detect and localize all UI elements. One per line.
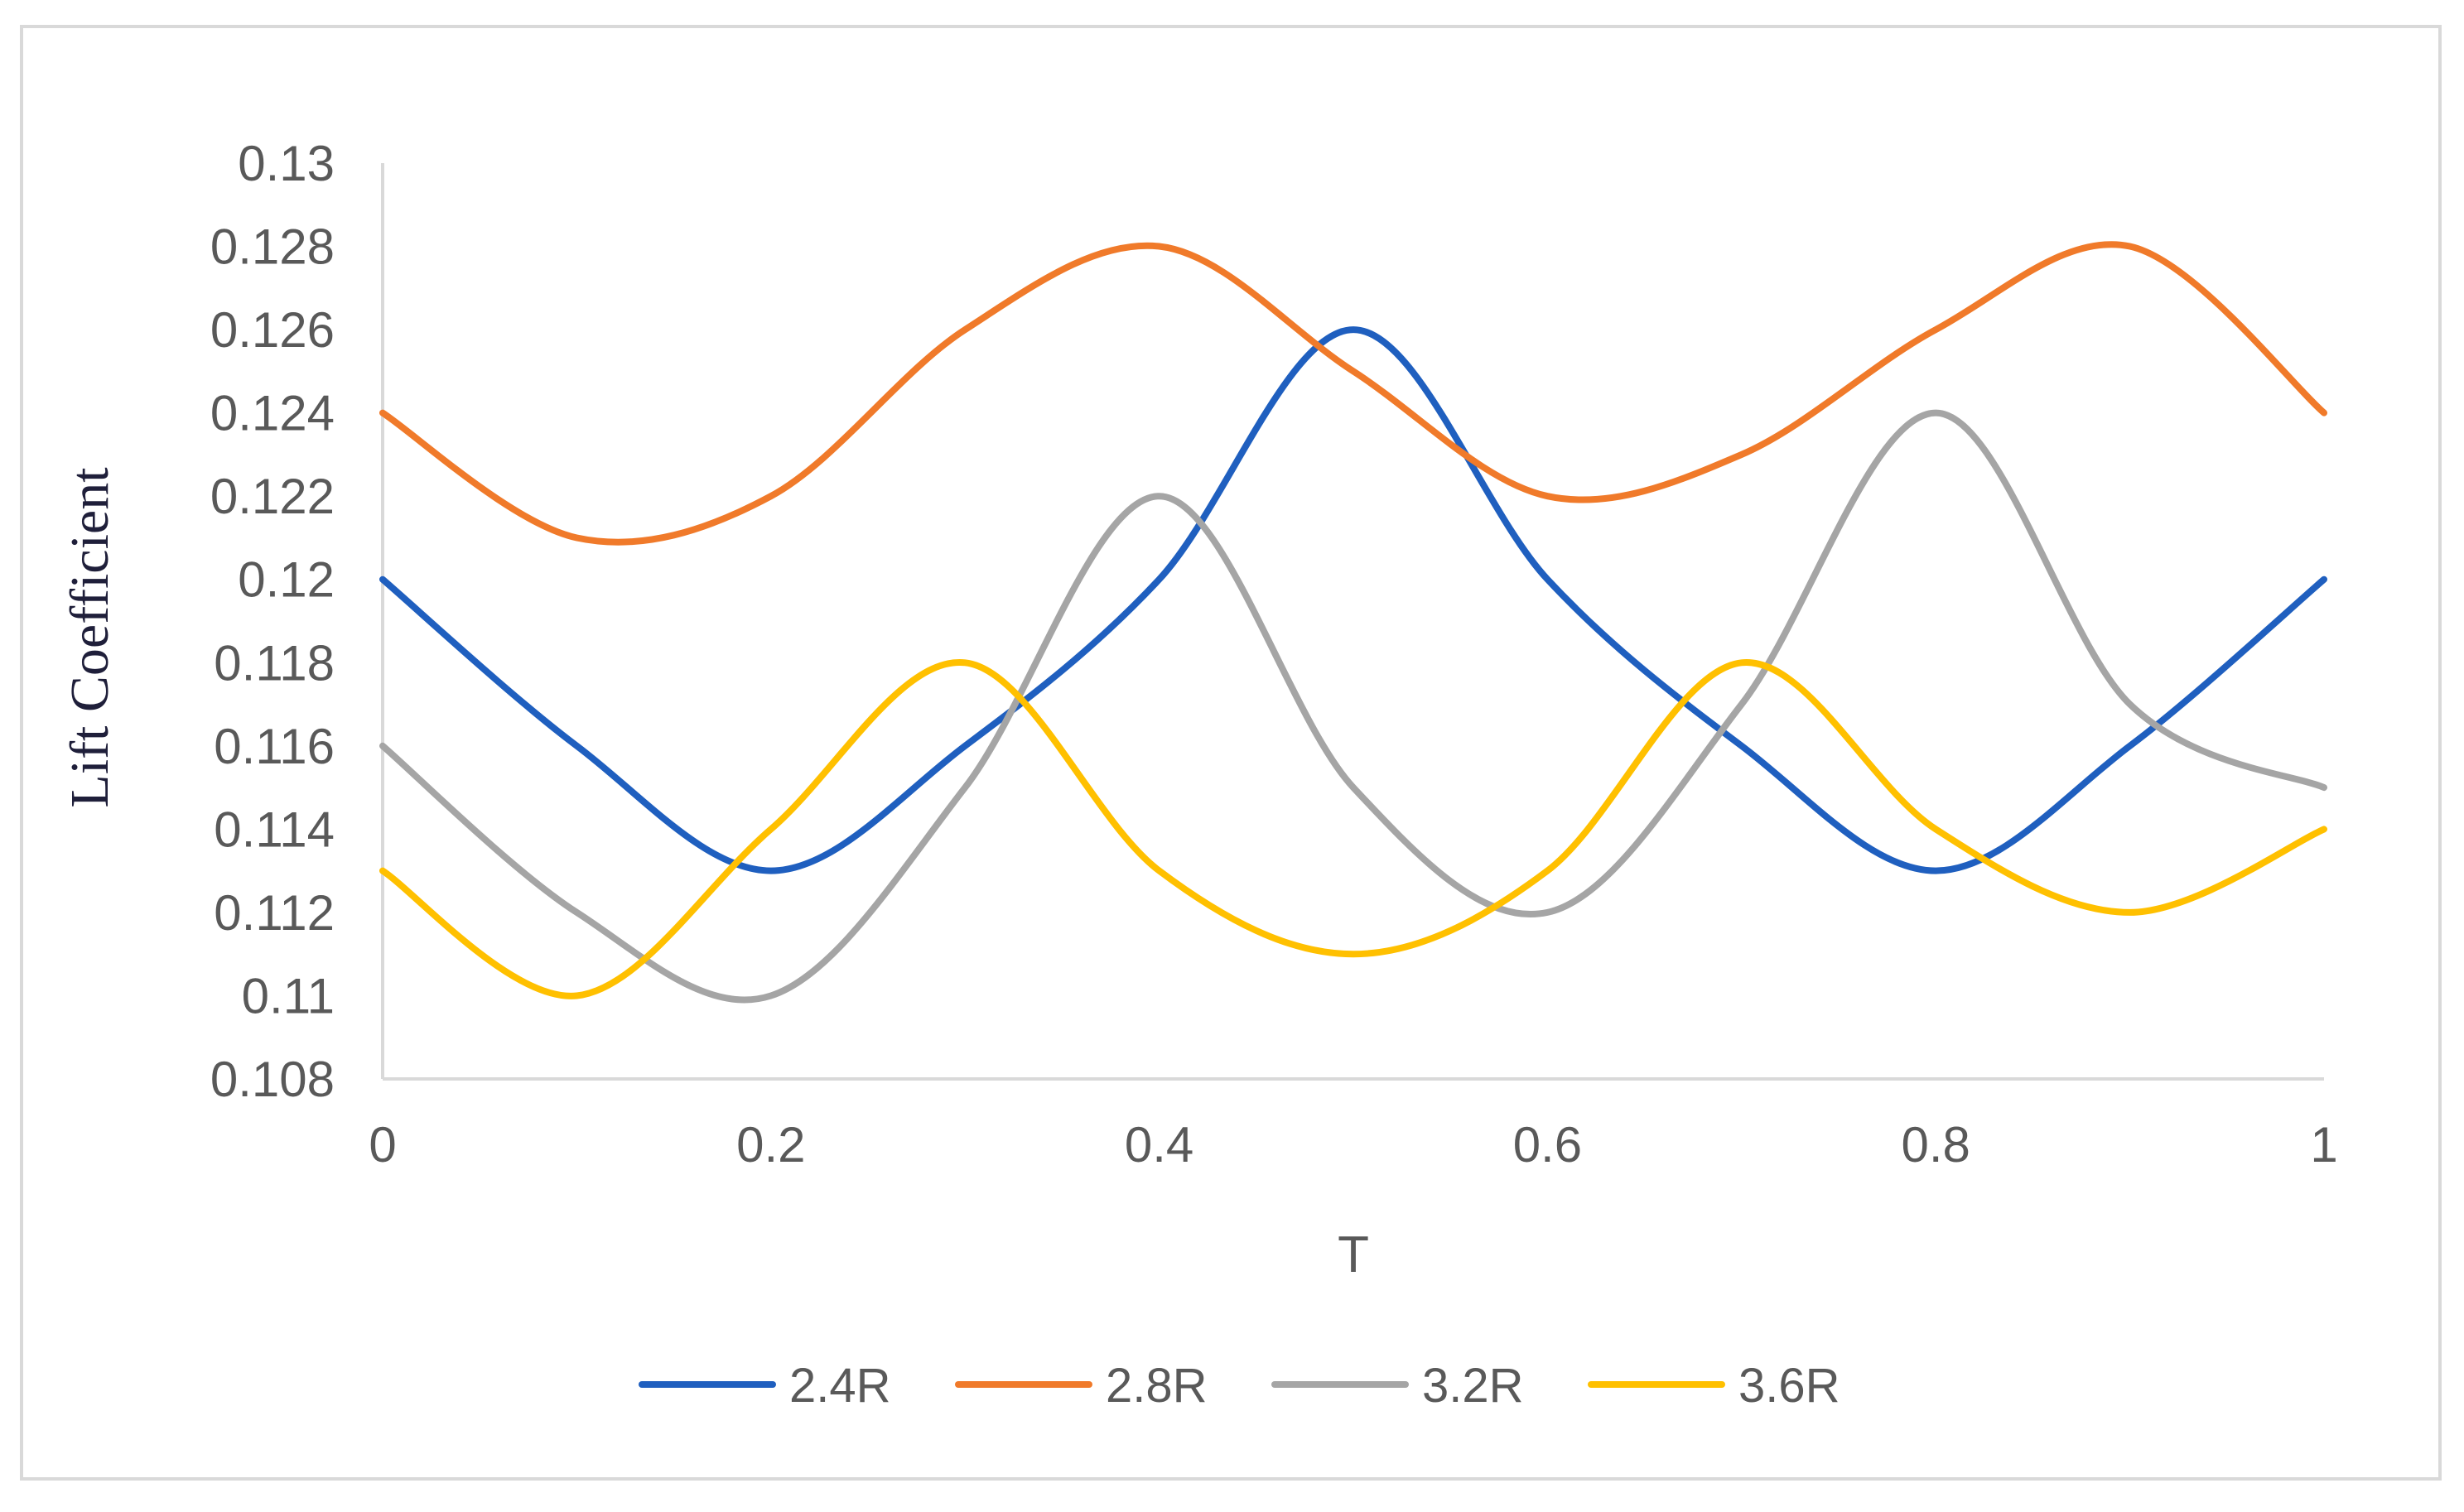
series-line-2.8R [379, 241, 2327, 546]
legend-label: 3.2R [1422, 1359, 1524, 1413]
y-tick-label: 0.108 [210, 1052, 335, 1107]
y-tick-label: 0.13 [238, 136, 335, 191]
y-tick-label: 0.122 [210, 469, 335, 524]
y-tick-label: 0.112 [214, 885, 335, 941]
x-tick-label: 0.6 [1513, 1117, 1582, 1173]
series-lines [379, 241, 2327, 1004]
legend-label: 2.8R [1106, 1359, 1208, 1413]
y-tick-label: 0.114 [214, 802, 335, 857]
y-tick-label: 0.128 [210, 219, 335, 275]
x-tick-label: 0.4 [1125, 1117, 1193, 1173]
x-tick-label: 0.8 [1901, 1117, 1970, 1173]
x-tick-label: 0.2 [736, 1117, 805, 1173]
y-axis-ticks: 0.108 0.11 0.112 0.114 0.116 0.118 0.12 0.122 0.… [210, 136, 335, 1107]
x-axis-ticks: 0 0.2 0.4 0.6 0.8 1 [369, 1117, 2337, 1173]
legend-label: 3.6R [1738, 1359, 1840, 1413]
y-tick-label: 0.12 [238, 552, 335, 608]
series-line-3.6R [379, 659, 2327, 999]
y-tick-label: 0.116 [214, 719, 335, 774]
y-tick-label: 0.126 [210, 302, 335, 358]
series-line-3.2R [379, 409, 2327, 1004]
axes [381, 163, 2324, 1081]
legend-label: 2.4R [789, 1359, 891, 1413]
y-tick-label: 0.124 [210, 386, 335, 441]
x-axis-title: T [1338, 1226, 1369, 1283]
x-tick-label: 0 [369, 1117, 396, 1173]
x-tick-label: 1 [2310, 1117, 2337, 1173]
y-tick-label: 0.118 [214, 635, 335, 691]
y-axis-title: Lift Coefficient [60, 467, 120, 807]
y-tick-label: 0.11 [242, 968, 335, 1023]
legend: 2.4R 2.8R 3.2R 3.6R [639, 1359, 1840, 1413]
